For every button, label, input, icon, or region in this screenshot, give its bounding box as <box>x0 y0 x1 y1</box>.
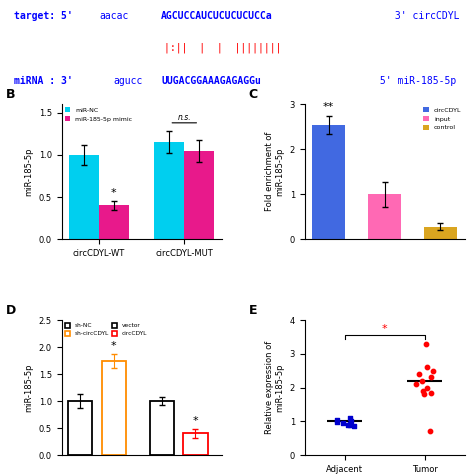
Bar <box>150 401 174 455</box>
Bar <box>101 361 126 455</box>
Point <box>418 377 426 384</box>
Point <box>426 427 433 435</box>
Bar <box>312 125 346 239</box>
Text: AGCUCCAUCUCUCUCUCCa: AGCUCCAUCUCUCUCUCCa <box>161 11 273 21</box>
Text: n.s.: n.s. <box>177 113 191 122</box>
Point <box>422 340 429 347</box>
Point <box>423 384 431 392</box>
Bar <box>69 155 99 239</box>
Text: miRNA : 3': miRNA : 3' <box>14 76 79 86</box>
Text: *: * <box>192 416 198 426</box>
Bar <box>155 142 184 239</box>
Legend: sh-NC, sh-circCDYL, vector, circCDYL: sh-NC, sh-circCDYL, vector, circCDYL <box>64 323 147 337</box>
Point <box>420 391 428 398</box>
Y-axis label: Relative expression of
miR-185-5p: Relative expression of miR-185-5p <box>264 341 284 434</box>
Text: UUGACGGAAAGAGAGGu: UUGACGGAAAGAGAGGu <box>161 76 261 86</box>
Text: D: D <box>6 304 16 317</box>
Text: **: ** <box>323 102 334 112</box>
Point <box>346 421 354 429</box>
Bar <box>368 194 401 239</box>
Point <box>345 421 352 428</box>
Point <box>334 418 341 426</box>
Y-axis label: miR-185-5p: miR-185-5p <box>24 147 33 196</box>
Text: agucc: agucc <box>114 76 143 86</box>
Bar <box>99 205 129 239</box>
Text: 3' circCDYL: 3' circCDYL <box>389 11 459 21</box>
Text: |:||  |  |  ||||||||: |:|| | | |||||||| <box>164 43 281 53</box>
Text: *: * <box>111 341 117 351</box>
Text: target: 5': target: 5' <box>14 11 79 21</box>
Text: C: C <box>249 88 258 101</box>
Bar <box>68 401 92 455</box>
Bar <box>424 227 457 239</box>
Text: 5' miR-185-5p: 5' miR-185-5p <box>374 76 457 86</box>
Point <box>429 367 437 374</box>
Point <box>427 389 435 396</box>
Point <box>416 370 423 378</box>
Point <box>346 414 354 422</box>
Text: E: E <box>249 304 257 317</box>
Bar <box>183 433 208 455</box>
Text: B: B <box>6 88 15 101</box>
Point <box>346 420 354 428</box>
Text: *: * <box>111 188 117 198</box>
Point <box>340 419 347 427</box>
Point <box>333 416 341 423</box>
Text: *: * <box>382 324 387 334</box>
Point <box>348 417 356 424</box>
Legend: circCDYL, input, control: circCDYL, input, control <box>423 108 461 130</box>
Point <box>423 364 431 371</box>
Text: aacac: aacac <box>100 11 129 21</box>
Y-axis label: Fold enrichment of
miR-185-5p: Fold enrichment of miR-185-5p <box>264 132 284 211</box>
Point <box>419 387 427 395</box>
Point <box>350 423 357 430</box>
Legend: miR-NC, miR-185-5p mimic: miR-NC, miR-185-5p mimic <box>65 108 133 122</box>
Bar <box>184 151 214 239</box>
Point <box>427 374 435 381</box>
Y-axis label: miR-185-5p: miR-185-5p <box>24 364 33 412</box>
Point <box>412 381 420 388</box>
